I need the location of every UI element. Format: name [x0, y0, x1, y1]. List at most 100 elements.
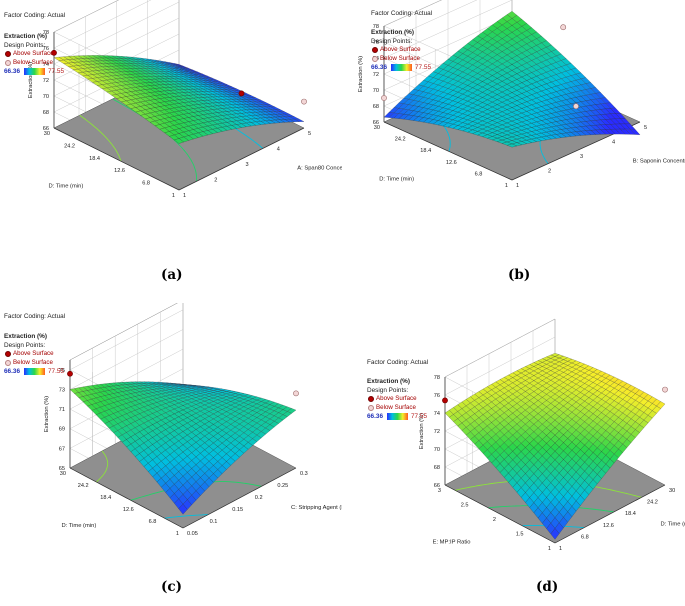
z-tick-label: 68: [373, 104, 379, 110]
legend-max-value: 77.55: [411, 413, 427, 420]
legend-max-value: 77.55: [48, 68, 64, 75]
legend-color-bar: [391, 64, 412, 71]
surface-plot-svg: 0.050.10.150.20.250.316.812.618.424.2306…: [44, 303, 342, 537]
y-tick-label: 2: [493, 517, 496, 523]
response-surface: [53, 55, 305, 144]
y-tick-label: 1.5: [516, 532, 524, 538]
y-tick-label: 18.4: [100, 495, 111, 501]
y-tick-label: 12.6: [114, 168, 125, 174]
z-tick-label: 72: [43, 78, 49, 84]
surface-plot-svg: 1234516.812.618.424.23066687072747678B: …: [358, 0, 685, 189]
y-axis-line: [383, 121, 513, 181]
panel-caption: (b): [508, 267, 531, 283]
axes: [444, 377, 666, 544]
x-tick-label: 1: [183, 193, 186, 199]
factor-coding-label: Factor Coding: Actual: [4, 12, 66, 19]
design-point-below: [301, 98, 307, 105]
below-surface-marker-icon: [372, 56, 378, 62]
above-surface-marker-icon: [368, 396, 374, 402]
legend-color-bar: [387, 413, 408, 420]
surface-cell: [173, 138, 185, 144]
legend-max-value: 77.55: [415, 64, 431, 71]
legend-below-surface: Below Surface: [13, 59, 53, 66]
z-tick-label: 78: [373, 24, 379, 30]
legend-color-bar: [24, 68, 45, 75]
x-axis-title: A: Span80 Concentration (v/v%): [297, 165, 342, 171]
design-points: [442, 386, 668, 404]
z-tick-label: 76: [43, 46, 49, 52]
z-tick-label: 70: [43, 94, 49, 100]
factor-coding-label: Factor Coding: Actual: [4, 313, 66, 320]
z-tick-label: 69: [59, 427, 65, 433]
x-tick-label: 0.3: [300, 471, 308, 477]
y-tick-label: 30: [44, 131, 50, 137]
below-surface-marker-icon: [368, 405, 374, 411]
y-tick-label: 6.8: [142, 181, 150, 187]
y-tick-label: 1: [505, 183, 508, 189]
x-tick-label: 24.2: [647, 500, 658, 506]
legend-design-points-label: Design Points:: [4, 342, 46, 349]
surface-cell: [550, 528, 560, 540]
x-tick-label: 3: [246, 162, 249, 168]
x-tick-label: 30: [669, 488, 675, 494]
legend-min-value: 66.36: [4, 68, 20, 75]
legend-min-value: 66.36: [367, 413, 383, 420]
legend-above-surface: Above Surface: [380, 46, 421, 53]
above-surface-marker-icon: [5, 351, 11, 357]
contour-line: [79, 114, 122, 162]
x-tick-label: 5: [644, 125, 647, 131]
x-tick-label: 12.6: [603, 523, 614, 529]
z-tick-label: 74: [434, 411, 440, 417]
z-tick-label: 66: [373, 120, 379, 126]
y-tick-label: 30: [374, 125, 380, 131]
design-point-above: [51, 49, 57, 56]
x-tick-label: 2: [548, 169, 551, 175]
above-surface-marker-icon: [5, 51, 11, 57]
legend-above-surface: Above Surface: [376, 395, 417, 402]
x-tick-label: 0.25: [277, 483, 288, 489]
legend-response-title: Extraction (%): [371, 29, 414, 36]
y-tick-label: 12.6: [123, 507, 134, 513]
above-surface-marker-icon: [372, 47, 378, 53]
x-tick-label: 2: [214, 178, 217, 184]
tick-labels: 0.050.10.150.20.250.316.812.618.424.2306…: [59, 368, 308, 537]
z-tick-label: 73: [59, 387, 65, 393]
chart-panel-d: 1 6.8 12.6 18.4 24.2 30 1 1.5 2 2.5 3 66 68 70 72 74 76 7…: [343, 303, 685, 606]
y-tick-label: 1: [172, 193, 175, 199]
legend-design-points-label: Design Points:: [371, 38, 413, 45]
z-tick-label: 70: [373, 88, 379, 94]
legend-min-value: 66.36: [371, 64, 387, 71]
design-point-above: [442, 397, 448, 404]
below-surface-marker-icon: [5, 60, 11, 66]
contour-line: [95, 450, 109, 483]
y-tick-label: 18.4: [89, 156, 100, 162]
x-tick-label: 4: [612, 140, 615, 146]
x-axis-line: [178, 127, 305, 191]
y-axis-line: [444, 484, 556, 544]
design-point-below: [293, 390, 299, 397]
y-tick-label: 6.8: [149, 519, 157, 525]
legend-above-surface: Above Surface: [13, 50, 54, 57]
z-tick-label: 71: [59, 407, 65, 413]
y-tick-label: 2.5: [461, 503, 469, 509]
axis-titles: B: Saponin Concentration (v/v%) D: Time (…: [358, 56, 685, 183]
legend-below-surface: Below Surface: [380, 55, 420, 62]
surface-cell: [506, 143, 518, 148]
x-axis-title: B: Saponin Concentration (v/v%): [633, 159, 685, 165]
z-tick-label: 67: [59, 446, 65, 452]
x-tick-label: 6.8: [581, 534, 589, 540]
design-points: [67, 370, 299, 397]
y-tick-label: 6.8: [475, 171, 483, 177]
design-point-above: [238, 90, 245, 97]
z-axis-title: Extraction (%): [419, 413, 425, 449]
legend-response-title: Extraction (%): [4, 333, 47, 340]
z-tick-label: 76: [373, 40, 379, 46]
chart-panel-a: 1 2 3 4 5 1 6.8 12.6 18.4 24.2 30 66 68 70 72 74 76 78 A: …: [0, 0, 342, 303]
chart-panel-b: 1234516.812.618.424.23066687072747678B: …: [343, 0, 685, 303]
y-axis-line: [53, 127, 180, 191]
y-tick-label: 1: [548, 546, 551, 552]
z-tick-label: 78: [434, 375, 440, 381]
